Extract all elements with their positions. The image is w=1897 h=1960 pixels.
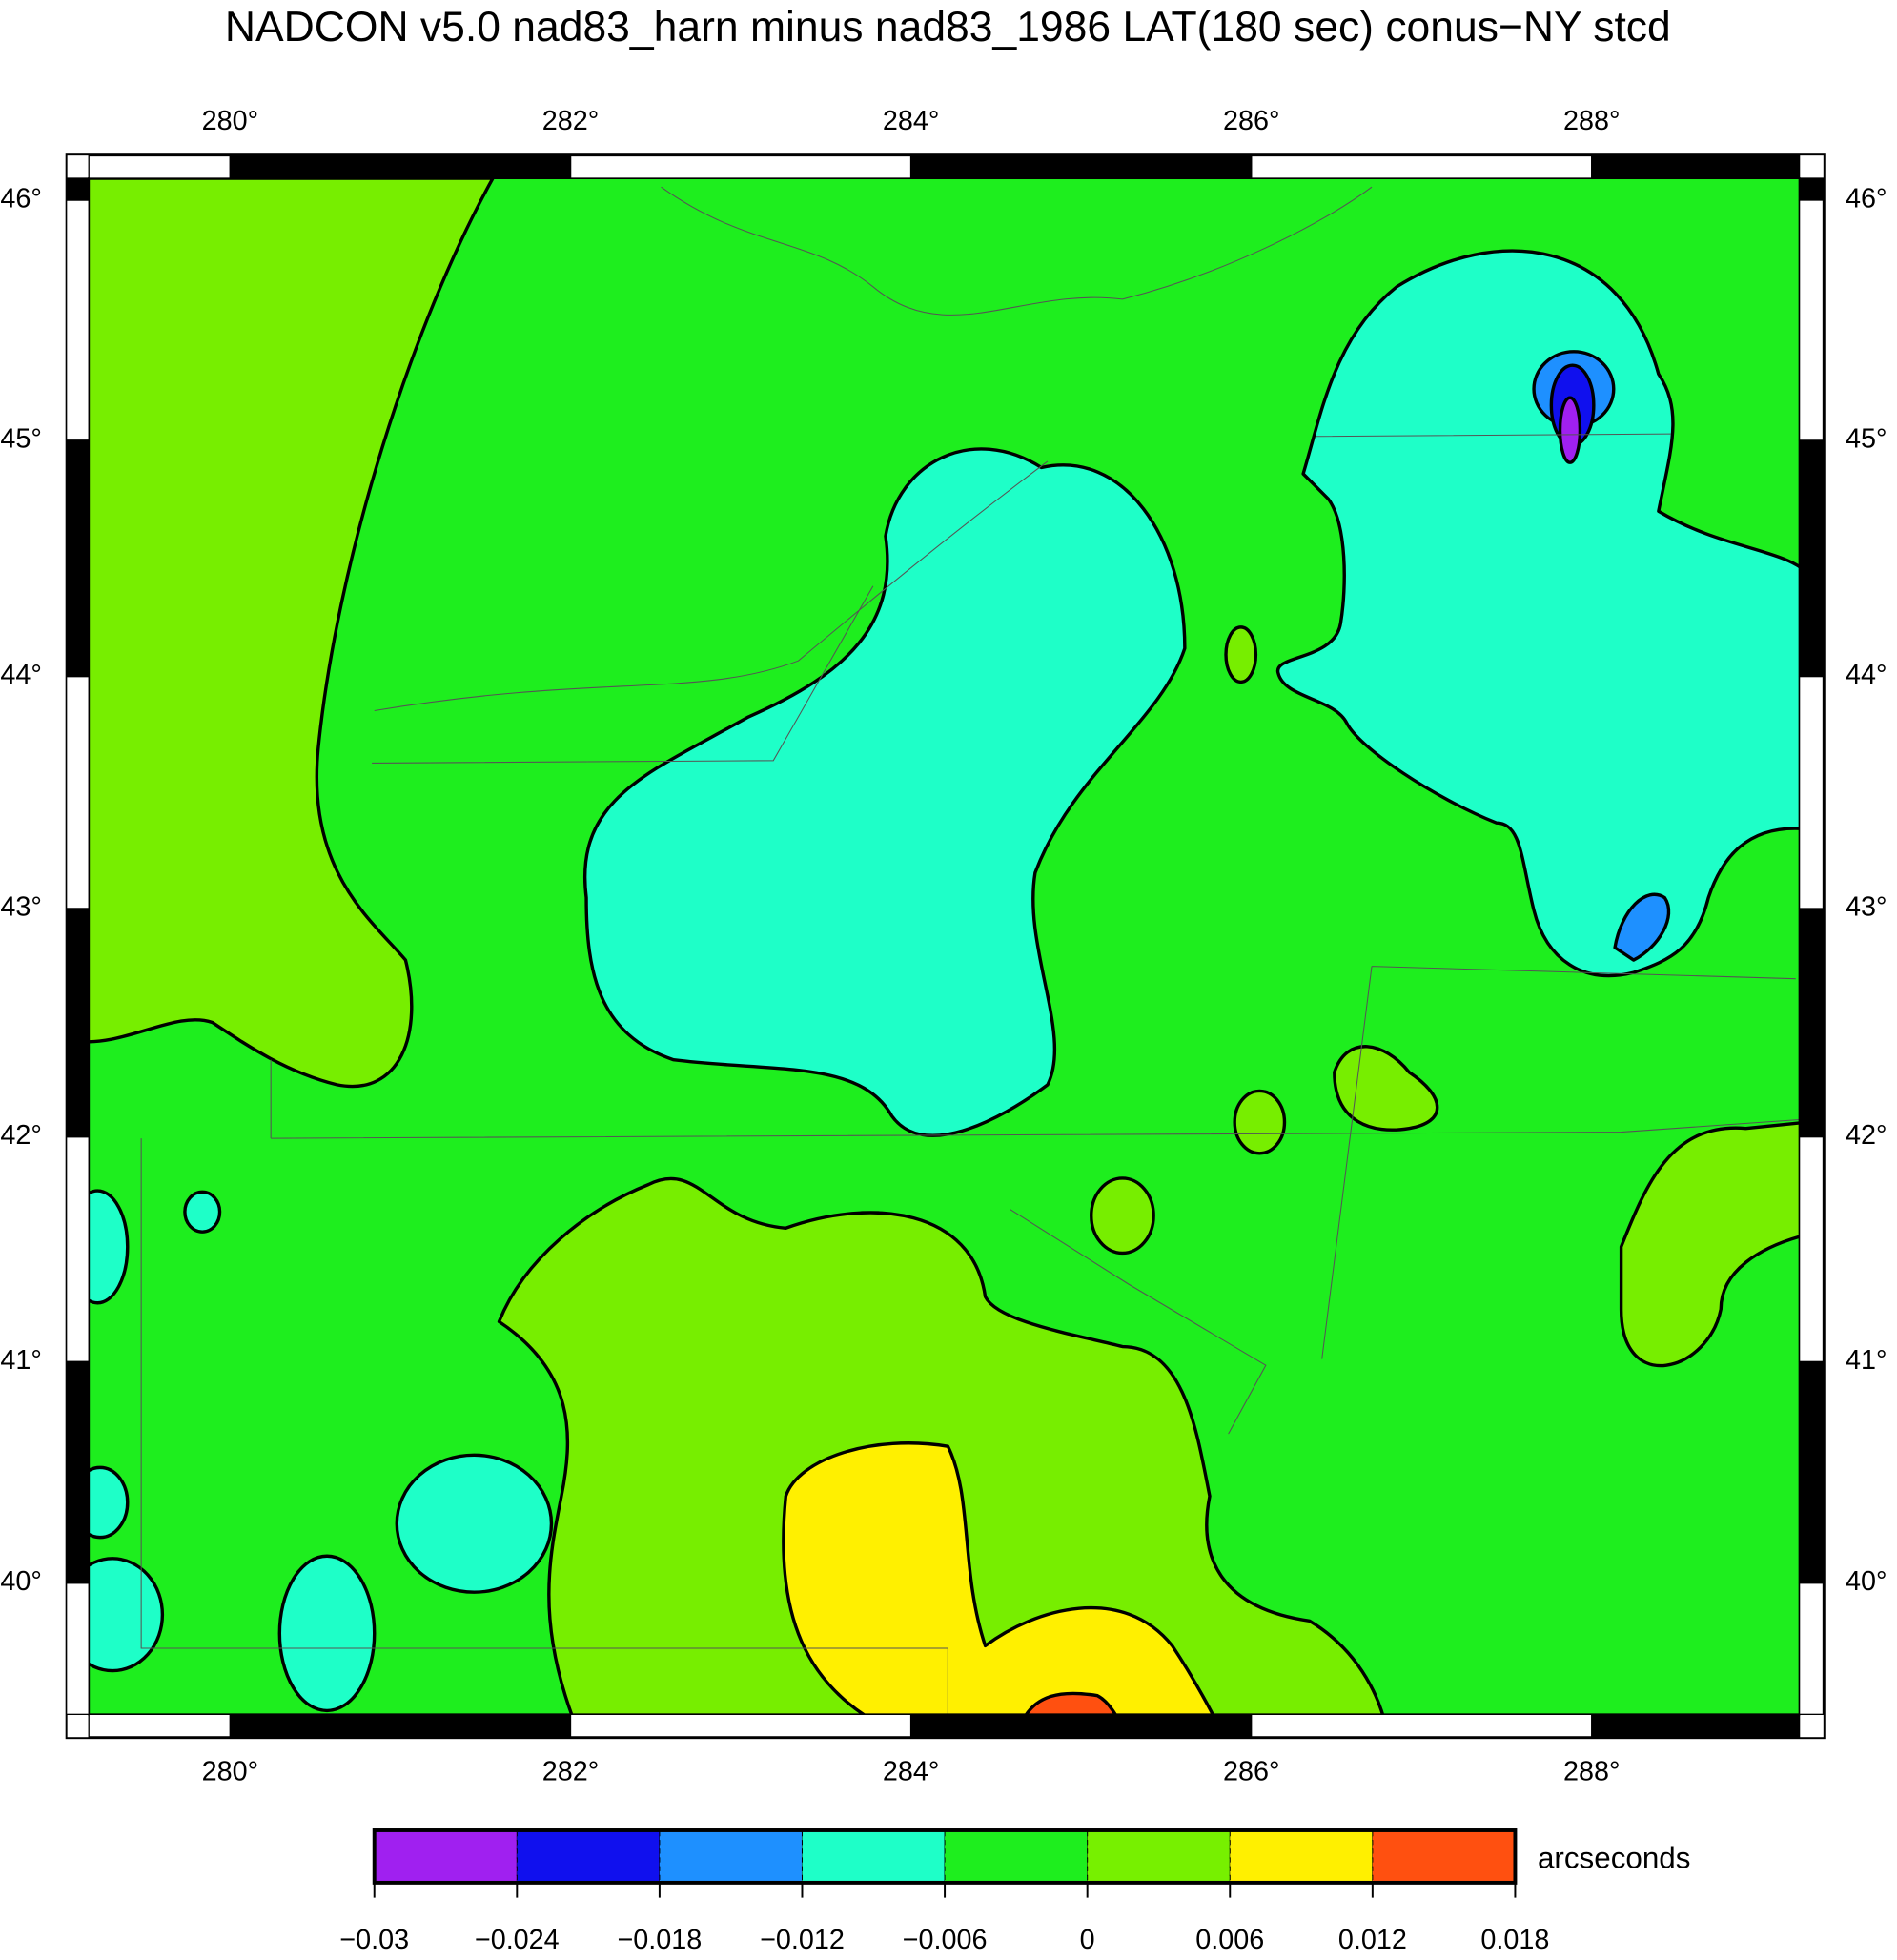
lat-band bbox=[66, 908, 90, 1138]
lon-band bbox=[569, 154, 912, 179]
spot-purple bbox=[1558, 396, 1582, 464]
lon-band bbox=[229, 1713, 572, 1738]
colorbar-segment bbox=[1372, 1829, 1516, 1884]
patch bbox=[1224, 625, 1258, 684]
patch-cyan bbox=[183, 1190, 222, 1234]
y-tick-label: 43° bbox=[1846, 892, 1887, 923]
region-central bbox=[583, 447, 1187, 1137]
colorbar-segment bbox=[374, 1829, 518, 1884]
y-tick-label: 40° bbox=[1846, 1566, 1887, 1597]
colorbar-segment bbox=[1087, 1829, 1231, 1884]
x-tick-label: 284° bbox=[883, 1756, 940, 1786]
lat-band bbox=[1798, 177, 1825, 201]
lon-band bbox=[909, 1713, 1253, 1738]
region-ne bbox=[1276, 249, 1800, 978]
region-yellow bbox=[782, 1441, 1215, 1715]
lat-band bbox=[1798, 1582, 1825, 1716]
region-east bbox=[1619, 1121, 1800, 1368]
x-tick-label: 284° bbox=[883, 106, 940, 136]
y-tick-label: 42° bbox=[0, 1120, 42, 1151]
y-tick-label: 40° bbox=[0, 1566, 42, 1597]
lat-band bbox=[66, 1360, 90, 1584]
colorbar-segment bbox=[659, 1829, 804, 1884]
colorbar-tick-label: 0.006 bbox=[1195, 1925, 1264, 1955]
colorbar-segment bbox=[516, 1829, 661, 1884]
river bbox=[374, 186, 1373, 712]
patch-cyan bbox=[277, 1554, 377, 1713]
x-tick-label: 280° bbox=[202, 106, 258, 136]
y-tick-label: 46° bbox=[1846, 184, 1887, 214]
y-tick-label: 43° bbox=[0, 892, 42, 923]
lon-band bbox=[1591, 154, 1801, 179]
colorbar-segment bbox=[1229, 1829, 1374, 1884]
lat-band bbox=[66, 1582, 90, 1716]
y-tick-label: 46° bbox=[0, 184, 42, 214]
lat-band bbox=[66, 177, 90, 201]
colorbar-tick-label: −0.018 bbox=[617, 1925, 702, 1955]
lat-band bbox=[66, 439, 90, 678]
patch-cyan bbox=[89, 1465, 130, 1540]
region-orange bbox=[1024, 1691, 1117, 1715]
map-field bbox=[89, 178, 1800, 1715]
y-tick-label: 41° bbox=[0, 1345, 42, 1376]
graticule-bands bbox=[66, 154, 1825, 1738]
region-nw bbox=[89, 178, 495, 1089]
lat-band bbox=[1798, 1360, 1825, 1584]
patch-cyan bbox=[89, 1189, 130, 1305]
lon-band bbox=[569, 1713, 912, 1738]
x-tick-label: 286° bbox=[1223, 106, 1280, 136]
lat-band bbox=[1798, 1135, 1825, 1363]
lon-band bbox=[1251, 1713, 1593, 1738]
colorbar-tick-label: 0 bbox=[1080, 1925, 1095, 1955]
patch-cyan bbox=[395, 1453, 554, 1594]
x-tick-label: 288° bbox=[1563, 1756, 1620, 1786]
lat-band bbox=[66, 1135, 90, 1363]
x-tick-label: 286° bbox=[1223, 1756, 1280, 1786]
patch bbox=[1090, 1176, 1155, 1256]
x-tick-label: 282° bbox=[542, 106, 600, 136]
y-tick-label: 41° bbox=[1846, 1345, 1887, 1376]
state-border bbox=[140, 433, 1800, 1715]
patch bbox=[1233, 1089, 1287, 1155]
colorbar-tick-label: −0.006 bbox=[903, 1925, 988, 1955]
lat-band bbox=[66, 199, 90, 441]
lat-band bbox=[1798, 439, 1825, 678]
lon-band bbox=[1251, 154, 1593, 179]
y-tick-label: 44° bbox=[0, 660, 42, 690]
title: NADCON v5.0 nad83_harn minus nad83_1986 … bbox=[225, 4, 1671, 51]
lat-band bbox=[1798, 908, 1825, 1138]
x-tick-label: 280° bbox=[202, 1756, 258, 1786]
lat-band bbox=[66, 675, 90, 909]
colorbar-tick-label: 0.018 bbox=[1480, 1925, 1549, 1955]
lon-band bbox=[1591, 1713, 1801, 1738]
colorbar-label: arcseconds bbox=[1538, 1842, 1690, 1875]
colorbar-tick-label: 0.012 bbox=[1338, 1925, 1407, 1955]
y-tick-label: 45° bbox=[0, 423, 42, 454]
y-tick-label: 42° bbox=[1846, 1120, 1887, 1151]
colorbar: −0.03 −0.024 −0.018 −0.012 −0.006 0 0.006 0.012… bbox=[339, 1828, 1549, 1955]
colorbar-tick-label: −0.03 bbox=[339, 1925, 409, 1955]
lon-band bbox=[909, 154, 1253, 179]
colorbar-tick-label: −0.024 bbox=[475, 1925, 560, 1955]
colorbar-tick-label: −0.012 bbox=[760, 1925, 845, 1955]
lat-band bbox=[1798, 199, 1825, 441]
patch-cyan bbox=[89, 1557, 165, 1673]
colorbar-segment bbox=[801, 1829, 946, 1884]
lon-band bbox=[229, 154, 572, 179]
lon-band bbox=[88, 154, 232, 179]
x-tick-label: 282° bbox=[542, 1756, 600, 1786]
colorbar-segment bbox=[944, 1829, 1089, 1884]
lat-band bbox=[1798, 675, 1825, 909]
spot-blue-small bbox=[1613, 892, 1671, 962]
y-tick-label: 45° bbox=[1846, 423, 1887, 454]
y-tick-label: 44° bbox=[1846, 660, 1887, 690]
lon-band bbox=[88, 1713, 232, 1738]
x-tick-label: 288° bbox=[1563, 106, 1620, 136]
region-east-small bbox=[1333, 1045, 1439, 1132]
